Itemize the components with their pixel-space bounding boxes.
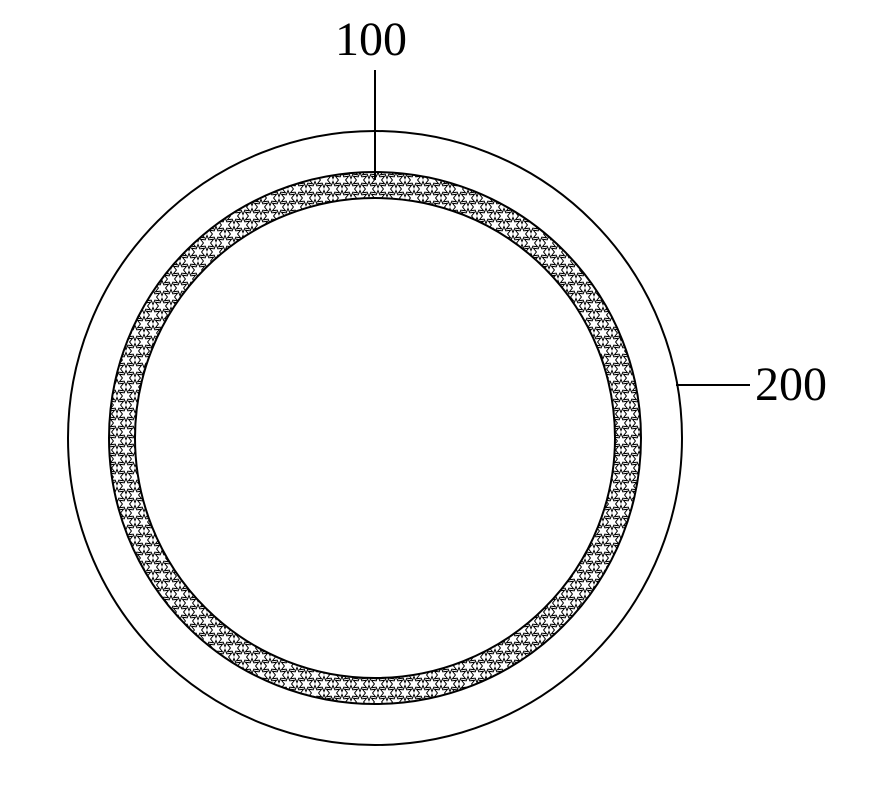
mid-inner-circle xyxy=(135,198,615,678)
outer-circle xyxy=(68,131,682,745)
ring-cross-section-diagram: 100 200 xyxy=(0,0,870,788)
label-l200: 200 xyxy=(755,358,827,411)
patterned-annulus xyxy=(109,172,641,704)
label-l100: 100 xyxy=(335,13,407,66)
